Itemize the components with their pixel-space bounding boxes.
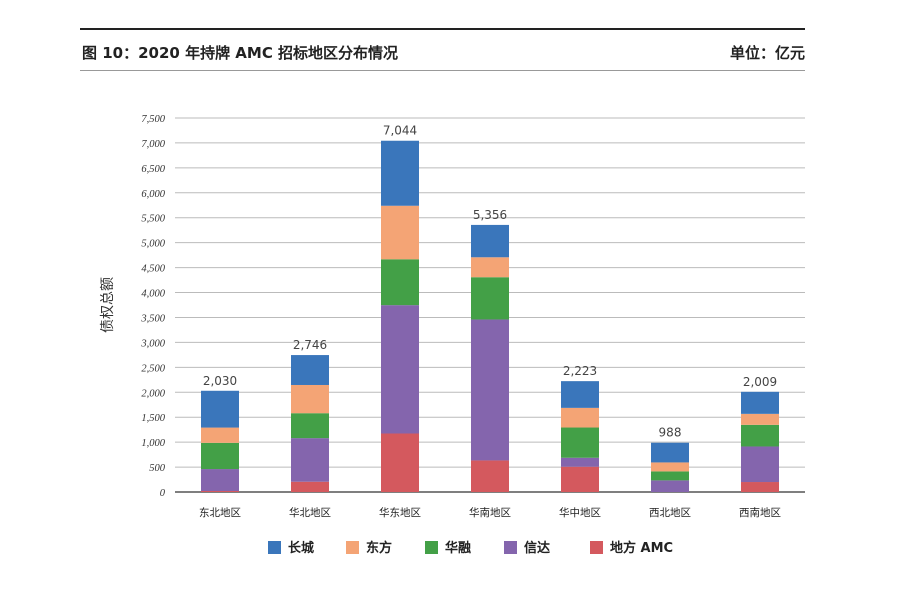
bar-segment [291, 413, 329, 439]
bar-segment [471, 224, 509, 258]
x-tick-label: 西北地区 [649, 506, 691, 519]
y-tick-label: 0 [160, 488, 166, 499]
total-label: 988 [659, 426, 682, 440]
x-tick-label: 华中地区 [559, 506, 601, 519]
bar-segment [291, 355, 329, 385]
legend-label: 信达 [524, 540, 550, 556]
bar-segment [381, 305, 419, 434]
bar-segment [471, 319, 509, 461]
legend-label: 地方 AMC [610, 540, 673, 556]
chart-title: 图 10：2020 年持牌 AMC 招标地区分布情况 [82, 44, 399, 62]
top-rule [80, 28, 805, 30]
y-tick-label: 2,000 [141, 388, 165, 399]
bar-segment [561, 407, 599, 428]
title-rule [80, 70, 805, 71]
bar-segment [651, 471, 689, 481]
bar-segment [381, 140, 419, 206]
y-tick-label: 4,500 [141, 264, 165, 275]
bar-segment [201, 390, 239, 428]
bar-segment [651, 442, 689, 463]
bar-segment [741, 446, 779, 483]
bar-segment [741, 424, 779, 447]
legend-swatch [346, 541, 359, 554]
y-tick-label: 3,000 [140, 338, 165, 349]
x-tick-label: 东北地区 [199, 506, 241, 519]
bar-segment [471, 277, 509, 320]
y-tick-label: 2,500 [141, 363, 165, 374]
x-tick-label: 华北地区 [289, 506, 331, 519]
bar-segment [471, 257, 509, 278]
y-tick-label: 4,000 [141, 289, 165, 300]
total-label: 2,009 [743, 375, 777, 389]
bar-segment [471, 460, 509, 492]
legend-label: 东方 [366, 540, 392, 556]
y-tick-label: 6,500 [141, 164, 165, 175]
bar-segment [201, 469, 239, 492]
bar-segment [201, 427, 239, 443]
bar-segment [561, 457, 599, 467]
bar-segment [741, 482, 779, 492]
x-tick-label: 华南地区 [469, 506, 511, 519]
y-tick-label: 500 [149, 463, 166, 474]
unit-label: 单位：亿元 [729, 44, 805, 62]
bar-segment [291, 384, 329, 414]
bar-segment [201, 491, 239, 492]
y-tick-label: 5,500 [141, 214, 165, 225]
bar-segment [561, 466, 599, 492]
y-tick-label: 3,500 [140, 313, 165, 324]
bar-segment [651, 480, 689, 492]
y-axis-label: 债权总额 [100, 277, 116, 333]
bar-segment [381, 433, 419, 492]
legend-swatch [425, 541, 438, 554]
y-tick-label: 1,000 [141, 438, 165, 449]
bar-segment [291, 438, 329, 482]
bar-segment [381, 205, 419, 260]
y-tick-label: 7,000 [141, 139, 165, 150]
total-label: 2,223 [563, 364, 597, 378]
total-label: 5,356 [473, 208, 507, 222]
bar-segment [741, 413, 779, 425]
legend-label: 长城 [288, 540, 314, 556]
bar-segment [561, 381, 599, 408]
legend-swatch [590, 541, 603, 554]
total-label: 2,746 [293, 338, 327, 352]
total-label: 7,044 [383, 124, 417, 138]
bar-segment [381, 259, 419, 306]
bar-segment [561, 427, 599, 458]
legend-label: 华融 [445, 540, 471, 556]
total-label: 2,030 [203, 374, 237, 388]
x-tick-label: 西南地区 [739, 506, 781, 519]
bar-segment [741, 391, 779, 414]
x-tick-label: 华东地区 [379, 506, 421, 519]
bar-segment [291, 481, 329, 492]
legend-swatch [504, 541, 517, 554]
bar-segment [651, 462, 689, 472]
legend-swatch [268, 541, 281, 554]
bar-segment [201, 442, 239, 470]
y-tick-label: 1,500 [141, 413, 165, 424]
y-tick-label: 5,000 [141, 239, 165, 250]
y-tick-label: 6,000 [141, 189, 165, 200]
y-tick-label: 7,500 [141, 114, 165, 125]
